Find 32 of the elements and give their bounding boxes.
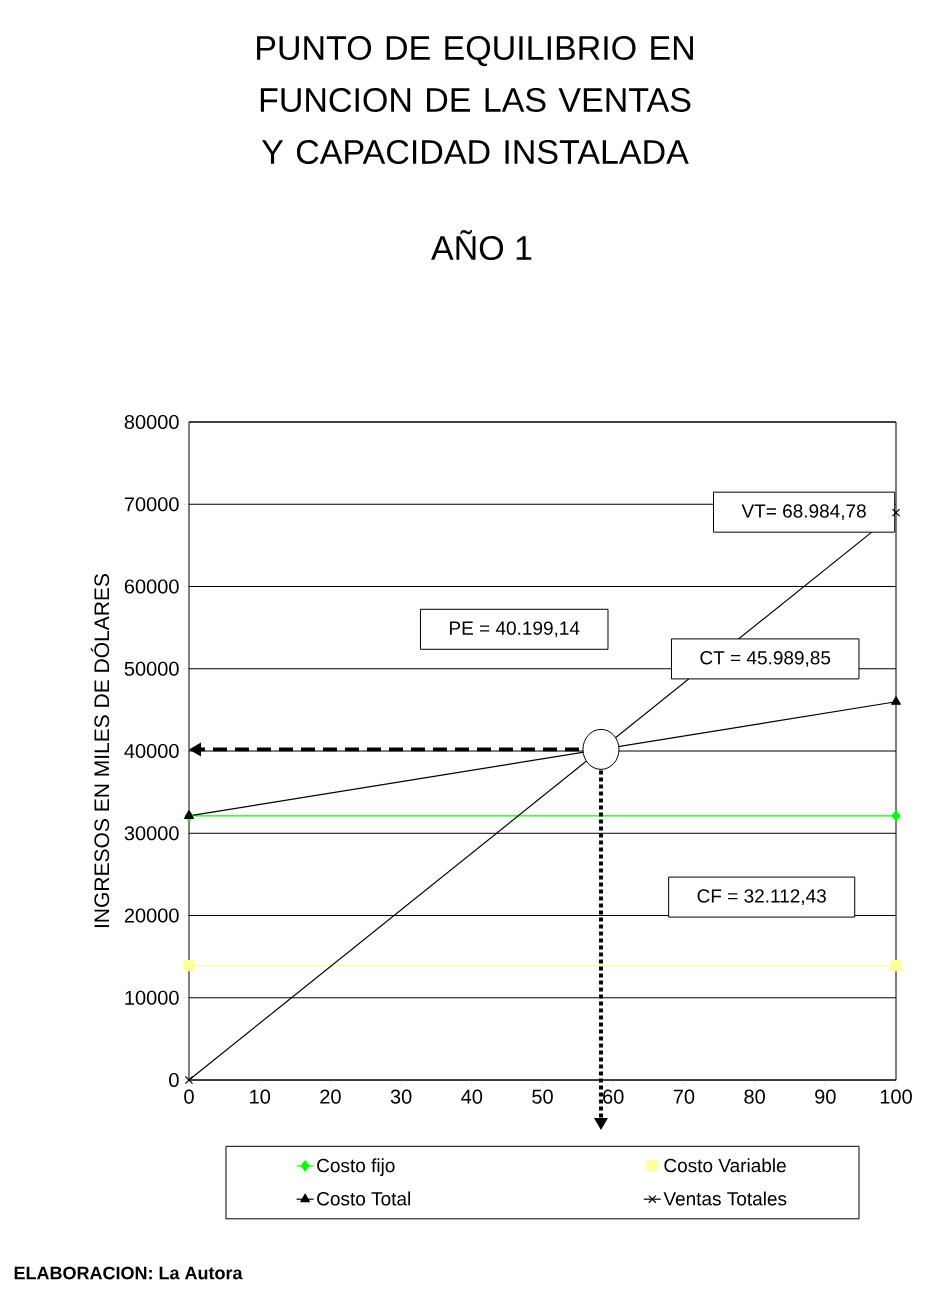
y-tick-label: 60000 [124,579,179,594]
annotation: CT = 45.989,85 [700,651,831,667]
x-tick-label: 70 [673,1089,695,1104]
y-tick-label: 70000 [124,497,179,512]
chart-title: PUNTO DE EQUILIBRIO EN FUNCION DE LAS VENTAS Y CAPACIDAD INSTALADA [257,35,693,165]
y-tick-label: 30000 [124,826,179,841]
legend-label: Costo fijo [317,1158,395,1177]
annotation: PE = 40.199,14 [450,621,580,638]
y-tick-label: 0 [169,1072,179,1088]
y-tick-label: 40000 [124,743,179,759]
y-tick-label: 50000 [124,661,179,676]
x-tick-label: 50 [532,1089,553,1104]
y-tick-label: 80000 [124,414,179,430]
x-tick-label: 60 [603,1089,624,1104]
text: ELABORACION: La Autora [14,1266,243,1280]
x-tick-label: 100 [880,1089,912,1104]
y-tick-label: 10000 [125,990,179,1005]
x-tick-label: 40 [461,1089,483,1104]
x-tick-label: 10 [250,1089,271,1104]
x-tick-label: 20 [320,1089,341,1104]
annotation: VT= 68.984,78 [741,504,866,521]
legend-label: Costo Total [317,1191,410,1206]
x-tick-label: 90 [815,1089,836,1104]
chart-subtitle: AÑO 1 [431,229,532,261]
x-tick-label: 30 [390,1089,412,1104]
x-tick-label: 80 [744,1089,765,1104]
y-axis-title: INGRESOS EN MILES DE DÓLARES [90,574,110,928]
annotation: CF = 32.112,43 [697,889,826,905]
legend-label: Costo Variable [664,1158,786,1173]
x-tick-label: 0 [184,1089,194,1104]
y-tick-label: 20000 [124,908,179,923]
legend-label: Ventas Totales [663,1191,787,1206]
